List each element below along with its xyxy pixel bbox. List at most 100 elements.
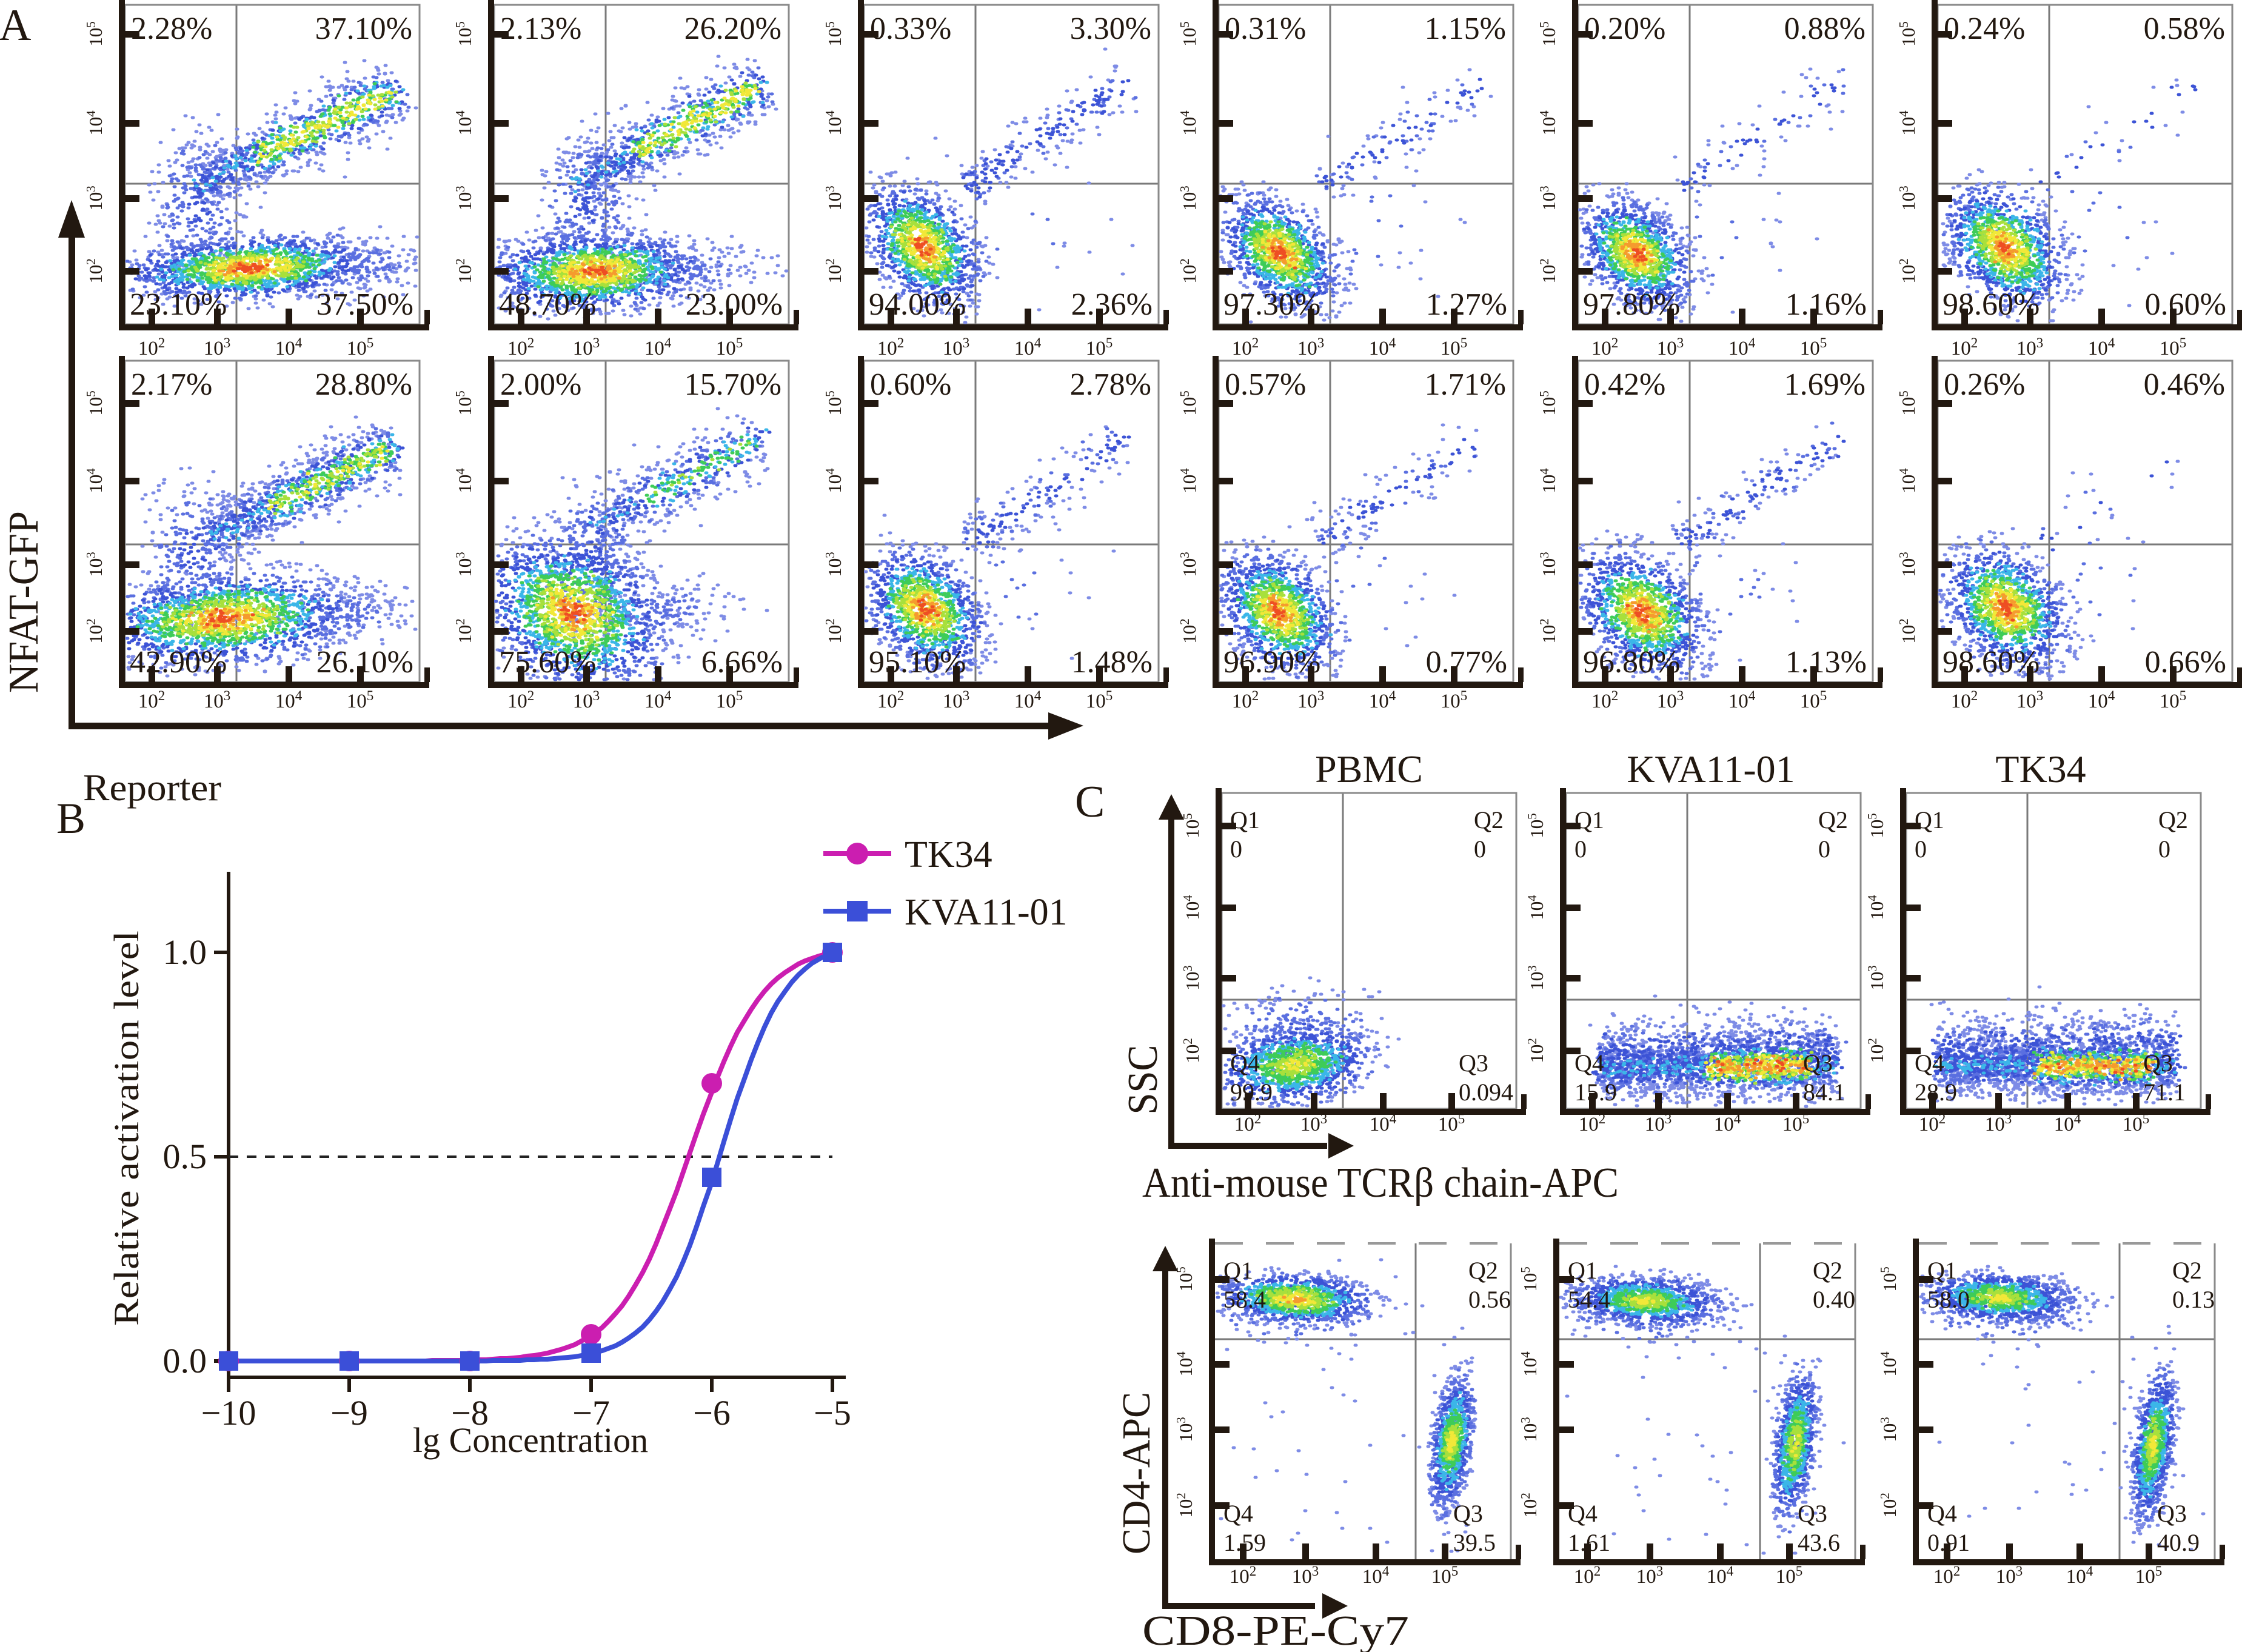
svg-text:98.60%: 98.60% (1943, 287, 2040, 322)
svg-text:104: 104 (1177, 110, 1200, 136)
svg-text:105: 105 (1431, 1563, 1459, 1588)
svg-text:105: 105 (1525, 813, 1547, 838)
svg-text:Q1: Q1 (1568, 1257, 1598, 1284)
svg-text:102: 102 (823, 258, 845, 284)
svg-text:23.00%: 23.00% (686, 287, 783, 322)
svg-text:102: 102 (1230, 1563, 1257, 1588)
svg-text:102: 102 (823, 618, 845, 644)
svg-text:75.60%: 75.60% (499, 645, 596, 680)
svg-text:103: 103 (1896, 552, 1919, 577)
svg-text:103: 103 (1177, 552, 1200, 577)
svg-text:102: 102 (1574, 1563, 1601, 1588)
svg-text:105: 105 (1865, 813, 1887, 838)
svg-text:1.13%: 1.13% (1785, 645, 1867, 680)
svg-text:103: 103 (1180, 965, 1203, 991)
svg-text:104: 104 (1369, 335, 1396, 359)
svg-text:28.9: 28.9 (1915, 1078, 1957, 1106)
svg-text:Q2: Q2 (2158, 806, 2188, 834)
svg-text:105: 105 (347, 335, 374, 359)
svg-text:Q4: Q4 (1568, 1500, 1598, 1527)
svg-text:104: 104 (1707, 1563, 1734, 1588)
svg-text:102: 102 (1933, 1563, 1961, 1588)
svg-text:54.4: 54.4 (1568, 1286, 1610, 1313)
svg-text:2.13%: 2.13% (500, 12, 581, 46)
svg-text:Q1: Q1 (1927, 1257, 1957, 1284)
svg-text:103: 103 (453, 552, 475, 577)
svg-text:105: 105 (84, 21, 106, 47)
svg-text:104: 104 (1537, 468, 1559, 493)
svg-text:105: 105 (2160, 688, 2187, 712)
svg-text:102: 102 (1180, 1038, 1203, 1063)
svg-text:103: 103 (823, 186, 845, 211)
svg-text:104: 104 (1896, 468, 1919, 493)
svg-text:102: 102 (507, 688, 535, 712)
svg-text:48.70%: 48.70% (499, 287, 596, 322)
svg-text:102: 102 (1919, 1111, 1946, 1135)
svg-text:103: 103 (204, 335, 231, 359)
svg-text:2.36%: 2.36% (1071, 287, 1153, 322)
svg-text:102: 102 (84, 618, 106, 644)
svg-text:103: 103 (1996, 1563, 2023, 1588)
svg-text:103: 103 (453, 186, 475, 211)
svg-text:102: 102 (1537, 258, 1559, 284)
svg-text:0.094: 0.094 (1459, 1078, 1513, 1106)
svg-text:103: 103 (204, 688, 231, 712)
svg-text:Q2: Q2 (1813, 1257, 1842, 1284)
svg-text:KVA11-01: KVA11-01 (905, 892, 1068, 933)
svg-text:104: 104 (1362, 1563, 1390, 1588)
svg-text:2.17%: 2.17% (131, 367, 212, 402)
svg-text:Q2: Q2 (1818, 806, 1848, 834)
svg-text:0.40: 0.40 (1813, 1286, 1855, 1313)
svg-text:0.77%: 0.77% (1426, 645, 1507, 680)
svg-text:Q4: Q4 (1223, 1500, 1253, 1527)
svg-text:0: 0 (1474, 835, 1486, 863)
svg-text:105: 105 (1518, 1266, 1541, 1292)
svg-text:104: 104 (275, 335, 303, 359)
svg-text:102: 102 (1878, 1493, 1900, 1518)
svg-text:Q4: Q4 (1230, 1049, 1260, 1077)
svg-text:96.80%: 96.80% (1583, 645, 1680, 680)
svg-text:105: 105 (1878, 1266, 1900, 1292)
svg-text:Q1: Q1 (1230, 806, 1260, 834)
svg-text:0.0: 0.0 (163, 1341, 207, 1380)
svg-text:PBMC: PBMC (1315, 747, 1423, 791)
svg-text:104: 104 (1878, 1351, 1900, 1377)
svg-text:103: 103 (84, 186, 106, 211)
svg-text:102: 102 (1177, 618, 1200, 644)
svg-text:42.90%: 42.90% (130, 645, 227, 680)
svg-text:Q3: Q3 (1453, 1500, 1483, 1527)
svg-text:105: 105 (1776, 1563, 1803, 1588)
svg-text:103: 103 (1985, 1111, 2012, 1135)
svg-text:97.80%: 97.80% (1583, 287, 1680, 322)
svg-text:103: 103 (1865, 965, 1887, 991)
svg-text:40.9: 40.9 (2157, 1529, 2200, 1556)
svg-text:0: 0 (1230, 835, 1242, 863)
svg-text:103: 103 (1636, 1563, 1664, 1588)
svg-text:39.5: 39.5 (1453, 1529, 1496, 1556)
svg-text:1.69%: 1.69% (1784, 367, 1866, 402)
svg-text:0.66%: 0.66% (2145, 645, 2226, 680)
svg-text:104: 104 (823, 110, 845, 136)
svg-text:−8: −8 (451, 1393, 489, 1433)
svg-text:102: 102 (877, 688, 905, 712)
svg-text:96.90%: 96.90% (1223, 645, 1320, 680)
svg-text:0.58%: 0.58% (2144, 12, 2225, 46)
svg-text:99.9: 99.9 (1230, 1078, 1273, 1106)
svg-text:102: 102 (1232, 335, 1259, 359)
svg-text:105: 105 (1537, 390, 1559, 416)
svg-text:Q3: Q3 (2157, 1500, 2187, 1527)
svg-text:105: 105 (1177, 21, 1200, 47)
svg-text:105: 105 (2160, 335, 2187, 359)
svg-text:103: 103 (823, 552, 845, 577)
svg-text:102: 102 (1525, 1038, 1547, 1063)
svg-text:103: 103 (1300, 1111, 1328, 1135)
svg-text:104: 104 (453, 468, 475, 493)
svg-text:103: 103 (1174, 1417, 1196, 1442)
svg-text:103: 103 (2016, 688, 2044, 712)
svg-text:104: 104 (1896, 110, 1919, 136)
svg-text:3.30%: 3.30% (1070, 12, 1151, 46)
svg-text:103: 103 (1297, 688, 1325, 712)
svg-text:103: 103 (1525, 965, 1547, 991)
svg-text:0.60%: 0.60% (870, 367, 951, 402)
svg-text:102: 102 (138, 688, 166, 712)
